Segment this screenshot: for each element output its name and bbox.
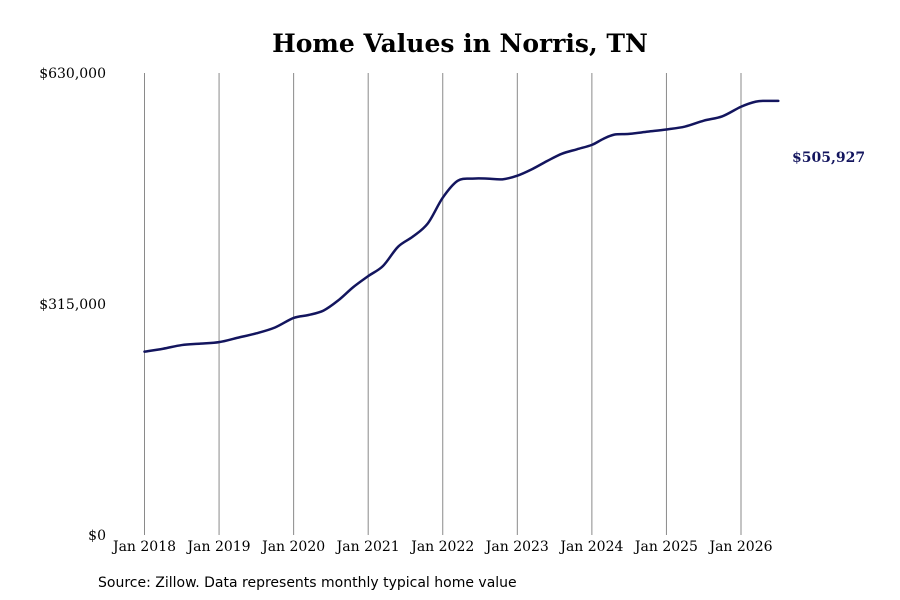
x-tick-label: Jan 2018 — [111, 539, 176, 555]
gridlines — [144, 73, 742, 535]
x-tick-label: Jan 2026 — [707, 539, 772, 555]
x-tick-label: Jan 2022 — [409, 539, 474, 555]
last-value-label: $505,927 — [792, 150, 865, 166]
x-tick-label: Jan 2024 — [558, 539, 623, 555]
y-axis-tick-labels: $0 $315,000 $630,000 — [39, 66, 106, 544]
series-line — [143, 99, 780, 353]
source-note: Source: Zillow. Data represents monthly … — [98, 575, 517, 591]
y-tick-label: $315,000 — [39, 297, 106, 313]
series-layer — [143, 99, 780, 353]
chart-title: Home Values in Norris, TN — [272, 29, 648, 58]
y-tick-label: $0 — [88, 528, 106, 544]
y-tick-label: $630,000 — [39, 66, 106, 82]
x-tick-label: Jan 2023 — [484, 539, 549, 555]
x-axis-tick-labels: Jan 2018 Jan 2019 Jan 2020 Jan 2021 Jan 2022… — [111, 539, 773, 555]
x-tick-label: Jan 2020 — [260, 539, 325, 555]
x-tick-label: Jan 2021 — [335, 539, 400, 555]
x-tick-label: Jan 2019 — [186, 539, 251, 555]
x-tick-label: Jan 2025 — [633, 539, 698, 555]
